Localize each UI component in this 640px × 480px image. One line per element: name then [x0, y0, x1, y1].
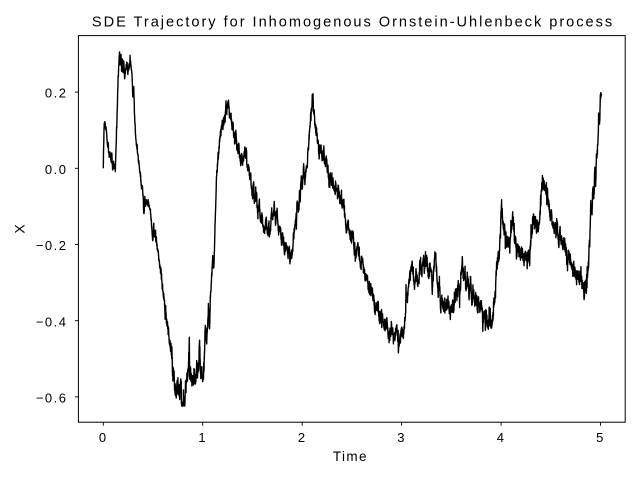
svg-text:Time: Time	[333, 449, 368, 464]
svg-text:0.0: 0.0	[45, 162, 68, 177]
svg-text:5: 5	[596, 430, 605, 445]
svg-text:0.2: 0.2	[45, 86, 68, 101]
svg-text:0: 0	[99, 430, 108, 445]
svg-text:SDE Trajectory for Inhomogenou: SDE Trajectory for Inhomogenous Ornstein…	[92, 15, 614, 31]
svg-text:2: 2	[298, 430, 307, 445]
svg-text:4: 4	[497, 430, 506, 445]
svg-text:−0.6: −0.6	[36, 391, 68, 406]
svg-text:3: 3	[397, 430, 406, 445]
svg-text:−0.2: −0.2	[36, 238, 68, 253]
svg-text:X: X	[12, 224, 28, 234]
svg-text:1: 1	[198, 430, 207, 445]
svg-text:−0.4: −0.4	[36, 314, 68, 329]
